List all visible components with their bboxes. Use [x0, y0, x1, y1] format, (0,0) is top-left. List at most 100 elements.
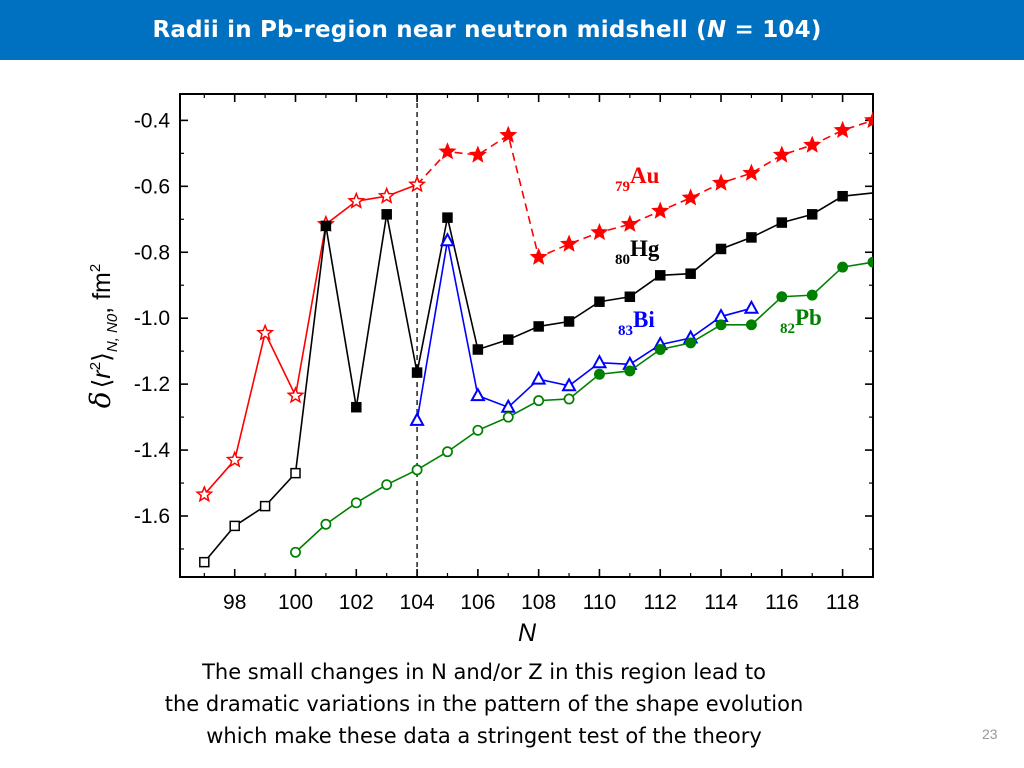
- series-label-pb: 82Pb: [780, 305, 822, 337]
- data-point-pb: [381, 479, 393, 491]
- data-point-hg: [594, 296, 605, 307]
- series-line-au-solid: [203, 183, 418, 496]
- data-point-bi: [530, 370, 547, 385]
- data-point-pb: [837, 261, 849, 273]
- x-tick-label: 98: [223, 591, 246, 614]
- data-point-pb: [654, 344, 666, 355]
- data-point-bi: [470, 387, 486, 402]
- x-tick-label: 100: [278, 591, 313, 614]
- data-point-pb: [867, 256, 873, 268]
- data-point-pb: [806, 289, 818, 301]
- page-number: 23: [982, 726, 998, 742]
- data-point-au: [863, 110, 873, 129]
- series-label-hg: 80Hg: [615, 236, 660, 268]
- x-tick-label: 110: [583, 591, 616, 614]
- data-point-pb: [685, 337, 697, 349]
- y-tick-label: -1.0: [134, 307, 170, 330]
- data-point-hg: [381, 209, 392, 220]
- data-point-hg: [746, 232, 757, 243]
- series-hg: [199, 190, 873, 568]
- x-axis-label: N: [518, 619, 537, 647]
- data-point-au: [620, 214, 639, 232]
- data-point-hg: [685, 268, 696, 279]
- data-point-au: [833, 120, 852, 138]
- y-tick-label: -0.8: [134, 241, 170, 264]
- data-point-pb: [411, 464, 423, 476]
- data-point-au: [468, 145, 487, 163]
- y-tick-label: -1.4: [134, 439, 171, 462]
- data-point-hg: [624, 291, 636, 303]
- data-point-au: [529, 247, 548, 265]
- data-point-pb: [715, 319, 727, 331]
- y-axis-label-group: δ⟨r²⟩N, N0, fm²δ⟨r2⟩N, N0, fm2: [84, 264, 121, 408]
- data-point-hg: [776, 217, 788, 228]
- title-n-variable: N: [706, 17, 727, 43]
- data-point-hg: [229, 520, 240, 532]
- plot-frame: [179, 93, 874, 578]
- slide-title: Radii in Pb-region near neutron midshell…: [152, 17, 822, 43]
- data-point-bi: [409, 411, 425, 426]
- data-point-pb: [593, 368, 605, 380]
- y-tick-label: -1.6: [134, 505, 170, 528]
- series-line-bi: [416, 240, 752, 421]
- data-point-hg: [503, 334, 514, 345]
- slide-caption: The small changes in N and/or Z in this …: [0, 656, 968, 752]
- x-tick-label: 104: [400, 591, 435, 614]
- data-point-hg: [533, 321, 544, 332]
- x-tick-label: 106: [460, 591, 495, 614]
- data-point-au: [347, 191, 366, 209]
- data-point-au: [560, 234, 579, 252]
- data-point-au: [438, 142, 457, 160]
- data-point-hg: [199, 556, 210, 568]
- data-point-pb: [472, 424, 484, 436]
- series-label-bi: 83Bi: [618, 307, 655, 339]
- data-point-au: [408, 175, 427, 193]
- data-point-au: [803, 135, 822, 153]
- y-tick-label: -1.2: [134, 373, 170, 396]
- caption-line-3: which make these data a stringent test o…: [206, 724, 762, 748]
- x-tick-label: 116: [765, 591, 798, 614]
- data-point-hg: [442, 212, 453, 223]
- data-point-au: [742, 163, 761, 181]
- caption-line-1: The small changes in N and/or Z in this …: [202, 660, 766, 684]
- data-point-hg: [472, 344, 484, 355]
- data-point-pb: [350, 497, 362, 509]
- data-point-hg: [411, 367, 423, 378]
- data-point-pb: [320, 518, 332, 530]
- data-point-bi: [743, 299, 760, 314]
- x-tick-label: 108: [521, 591, 556, 614]
- data-point-au: [256, 323, 275, 341]
- data-point-au: [225, 450, 244, 468]
- data-point-au: [499, 125, 518, 143]
- data-point-hg: [290, 467, 301, 479]
- series-line-au-dashed: [416, 119, 873, 259]
- x-tick-label: 118: [826, 591, 859, 614]
- data-point-pb: [776, 291, 788, 303]
- y-tick-label: -0.6: [134, 175, 170, 198]
- caption-line-2: the dramatic variations in the pattern o…: [164, 692, 804, 716]
- slide-header: Radii in Pb-region near neutron midshell…: [0, 0, 1024, 60]
- data-point-au: [590, 222, 609, 241]
- data-point-bi: [591, 354, 608, 369]
- data-point-pb: [290, 546, 301, 558]
- series-au: [195, 110, 873, 503]
- y-tick-label: -0.4: [134, 109, 171, 132]
- y-axis-label: δ⟨r²⟩N, N0, fm²δ⟨r2⟩N, N0, fm2: [84, 264, 121, 408]
- data-point-hg: [715, 243, 727, 255]
- data-point-au: [711, 173, 731, 191]
- data-point-hg: [654, 270, 666, 281]
- data-point-hg: [837, 190, 848, 202]
- data-point-au: [195, 485, 214, 503]
- data-point-hg: [259, 500, 271, 512]
- data-point-au: [681, 188, 700, 206]
- data-point-hg: [351, 401, 362, 413]
- data-point-pb: [502, 411, 514, 423]
- data-point-au: [286, 386, 305, 404]
- data-point-hg: [563, 316, 575, 327]
- radii-chart: 98 100 102 104 106 108 110 112 114 116 118 -0.4 -0.6…: [84, 93, 874, 647]
- data-point-pb: [624, 365, 636, 377]
- series-pb: [290, 256, 873, 558]
- x-tick-label: 102: [339, 591, 374, 614]
- data-point-hg: [806, 209, 818, 220]
- x-tick-label: 114: [704, 591, 738, 614]
